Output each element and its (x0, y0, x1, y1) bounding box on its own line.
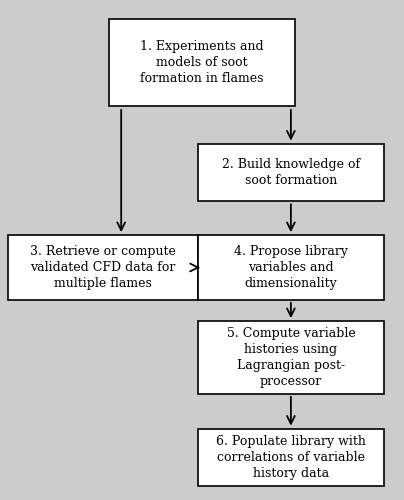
FancyBboxPatch shape (198, 322, 384, 394)
Text: 1. Experiments and
models of soot
formation in flames: 1. Experiments and models of soot format… (140, 40, 264, 85)
FancyBboxPatch shape (198, 428, 384, 486)
FancyBboxPatch shape (109, 19, 295, 106)
FancyBboxPatch shape (8, 235, 198, 300)
Text: 6. Populate library with
correlations of variable
history data: 6. Populate library with correlations of… (216, 435, 366, 480)
Text: 4. Propose library
variables and
dimensionality: 4. Propose library variables and dimensi… (234, 245, 348, 290)
FancyBboxPatch shape (198, 144, 384, 201)
Text: 5. Compute variable
histories using
Lagrangian post-
processor: 5. Compute variable histories using Lagr… (227, 327, 355, 388)
FancyBboxPatch shape (198, 235, 384, 300)
Text: 3. Retrieve or compute
validated CFD data for
multiple flames: 3. Retrieve or compute validated CFD dat… (30, 245, 176, 290)
Text: 2. Build knowledge of
soot formation: 2. Build knowledge of soot formation (222, 158, 360, 187)
